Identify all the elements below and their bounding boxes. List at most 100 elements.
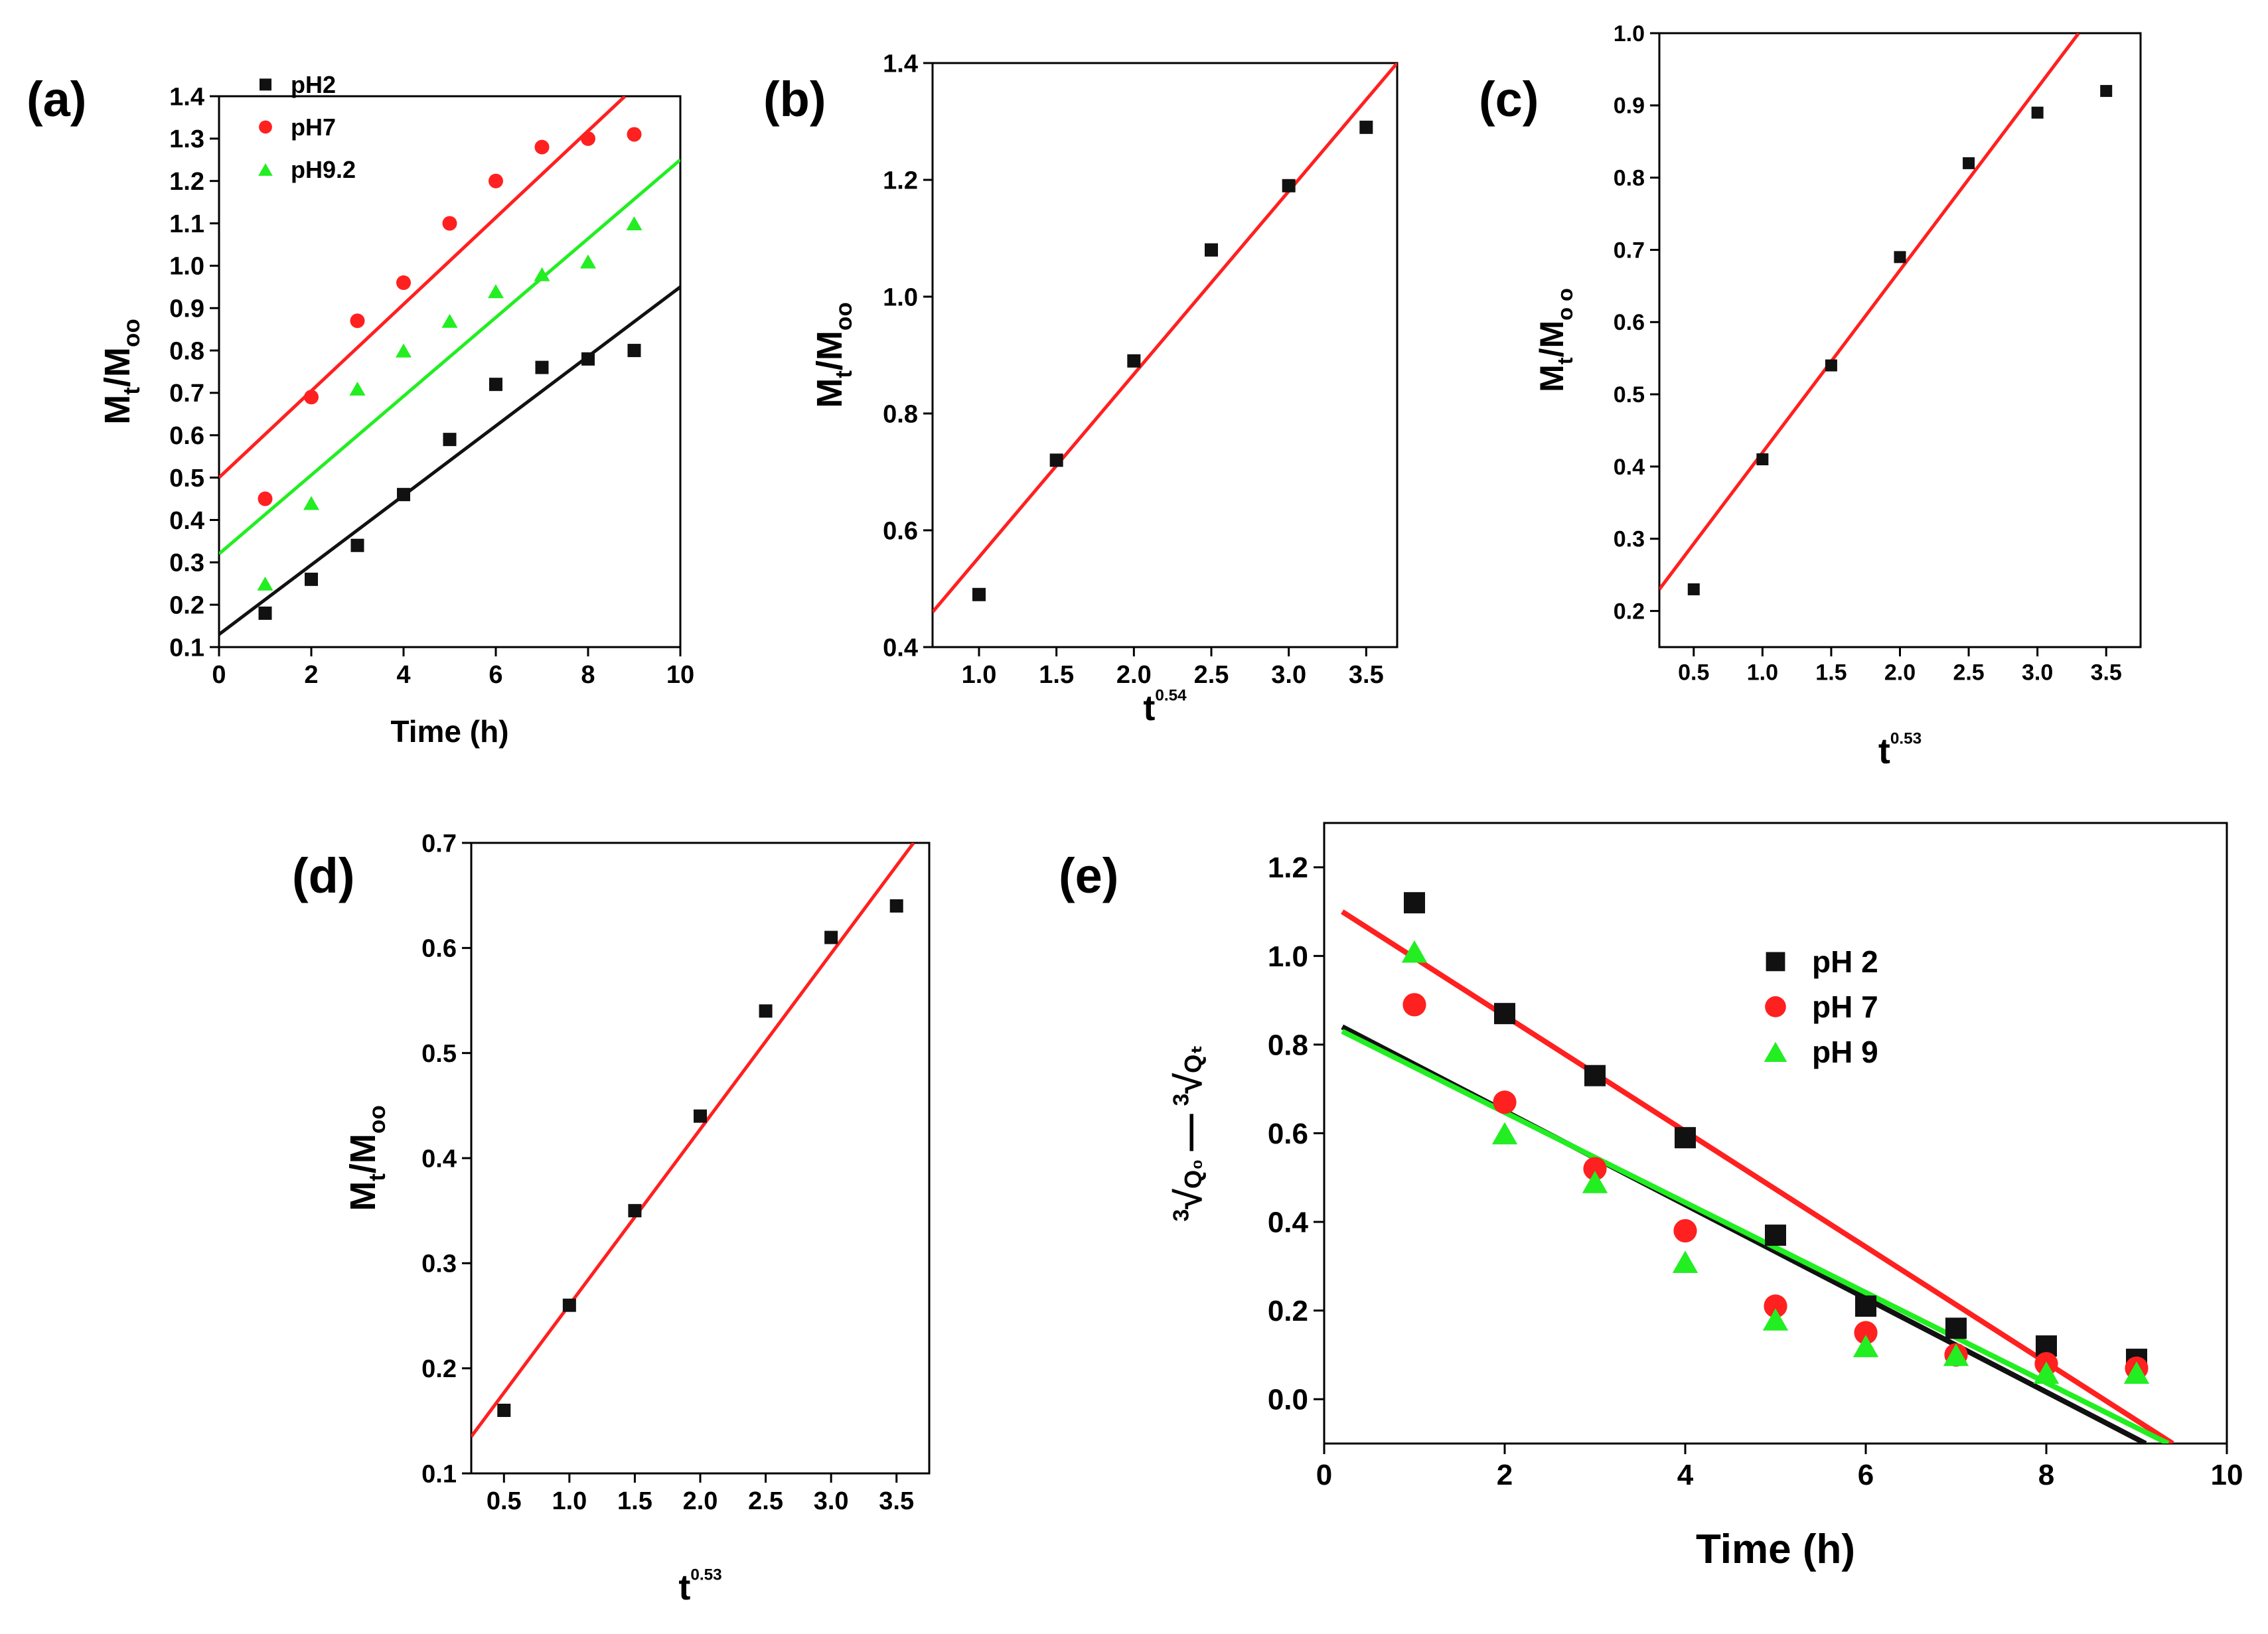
chart-panel-b: 1.0 1.5 2.0 2.5 3.0 3.5 0.4 0.6 0.8 1.0 1.2 1.4 (b) t… (763, 50, 1399, 728)
legend-label: pH7 (291, 113, 336, 141)
data-point (1855, 1295, 1876, 1317)
data-point (1282, 179, 1296, 192)
y-axis-label-subscript: t (831, 370, 857, 378)
fit-lines (471, 843, 915, 1438)
data-point (2031, 106, 2044, 119)
x-tick-label: 1.0 (1747, 660, 1778, 686)
fit-line-data (471, 843, 915, 1438)
fit-line-data (933, 63, 1397, 613)
data-point (759, 1004, 773, 1018)
data-point (628, 1204, 642, 1218)
x-tick-label: 4 (396, 661, 410, 689)
data-point (397, 488, 410, 502)
x-tick-label: 10 (666, 661, 694, 689)
data-point (1583, 1157, 1607, 1181)
y-tick-label: 0.3 (421, 1250, 457, 1278)
y-tick-label: 0.6 (421, 935, 457, 963)
y-tick-label: 0.6 (883, 517, 918, 545)
data-point (1493, 1090, 1517, 1114)
y-tick-label: 0.6 (1268, 1118, 1308, 1150)
y-axis-label-subscript: oo (364, 1105, 390, 1134)
y-tick-label: 0.4 (883, 634, 918, 662)
x-axis-label-main: t (1143, 688, 1155, 728)
y-tick-label: 1.0 (1268, 940, 1308, 973)
qt-term: Qₜ (1179, 1045, 1207, 1073)
x-axis-label-main: Time (h) (390, 714, 508, 749)
data-point (350, 313, 365, 329)
x-tick-label: 2.5 (1194, 661, 1229, 689)
plot-frame (931, 62, 1399, 648)
chart-panel-a: 0 2 4 6 8 10 0.1 0.2 0.3 0.4 0.5 0.6 0.7 0.8 0.9 1.0 1.1… (27, 71, 694, 749)
y-tick-label: 1.3 (169, 125, 204, 153)
y-tick-label: 0.8 (1614, 166, 1645, 191)
fit-line-ph7 (219, 96, 627, 479)
data-point (489, 378, 502, 392)
plot-frame (218, 95, 682, 648)
y-axis-label-main: M (343, 1181, 383, 1211)
fit-lines (933, 63, 1397, 613)
series-ph92 (257, 216, 643, 591)
y-axis-label-main: M (1533, 364, 1570, 392)
data-point (2123, 1361, 2150, 1384)
data-point (1765, 1225, 1786, 1246)
y-tick-label: 0.3 (1614, 527, 1645, 552)
y-axis-label-subscript: oo (831, 302, 857, 331)
y-tick-label: 0.7 (1614, 238, 1645, 263)
data-point (1401, 940, 1428, 963)
y-tick-label: 1.2 (1268, 852, 1308, 884)
data-point (1687, 583, 1700, 595)
y-tick-label: 0.1 (169, 634, 204, 662)
y-axis-label-subscript: t (1553, 357, 1577, 364)
y-axis-label-subscript: o o (1553, 288, 1577, 321)
data-point (535, 360, 549, 374)
data-point (1049, 453, 1063, 467)
y-tick-label: 0.2 (1268, 1295, 1308, 1327)
x-tick-label: 2.5 (748, 1487, 783, 1515)
q0-term: Q₀ (1179, 1159, 1207, 1189)
x-tick-label: 3.0 (1271, 661, 1306, 689)
series-ph2 (258, 344, 641, 620)
data-point (257, 576, 273, 591)
y-tick-label: 0.2 (421, 1355, 457, 1383)
data-point (1963, 157, 1975, 169)
y-axis-label-main: M (810, 378, 850, 408)
y-tick-label: 0.6 (1614, 310, 1645, 335)
panel-label: (a) (27, 72, 86, 127)
x-tick-label: 1.5 (617, 1487, 652, 1515)
legend-label: pH 7 (1812, 990, 1878, 1024)
series-ph7 (258, 127, 642, 506)
y-tick-label: 1.0 (1614, 21, 1645, 46)
data-point (443, 433, 457, 447)
fit-line-data (1659, 33, 2080, 591)
minus-sign: — (1168, 1114, 1209, 1151)
legend-marker (1764, 1041, 1787, 1063)
data-point (1359, 120, 1373, 134)
y-tick-label: 0.5 (1614, 382, 1645, 408)
fit-lines (1341, 909, 2174, 1444)
data-point (1943, 1343, 1969, 1367)
y-axis-label-subscript: t (119, 387, 145, 395)
radical-sign: √ (1168, 1189, 1209, 1209)
y-axis-label-main: M (98, 395, 137, 425)
x-axis-label: t0.53 (1878, 729, 1922, 771)
data-point (305, 572, 318, 586)
data-point (1825, 359, 1837, 372)
y-tick-label: 0.8 (883, 400, 918, 428)
chart-panel-e: 0 2 4 6 8 10 0.0 0.2 0.4 0.6 0.8 1.0 1.2 pH 2 pH 7 pH 9… (1059, 822, 2243, 1572)
y-tick-label: 0.5 (421, 1040, 457, 1068)
plot-frame (1323, 822, 2228, 1445)
x-tick-label: 6 (1858, 1459, 1874, 1491)
y-axis-label: Mt/Moo (810, 302, 857, 408)
data-point (1584, 1065, 1606, 1086)
y-tick-label: 1.4 (169, 83, 204, 111)
y-tick-label: 0.4 (1614, 455, 1645, 480)
data-point (396, 343, 412, 358)
data-point (1762, 1308, 1789, 1331)
x-tick-label: 1.0 (552, 1487, 587, 1515)
x-tick-label: 2.0 (683, 1487, 718, 1515)
y-tick-label: 1.0 (169, 253, 204, 281)
series-data (972, 120, 1373, 601)
y-tick-label: 0.5 (169, 465, 204, 492)
y-tick-label: 0.0 (1268, 1384, 1308, 1416)
x-tick-label: 2.0 (1116, 661, 1152, 689)
